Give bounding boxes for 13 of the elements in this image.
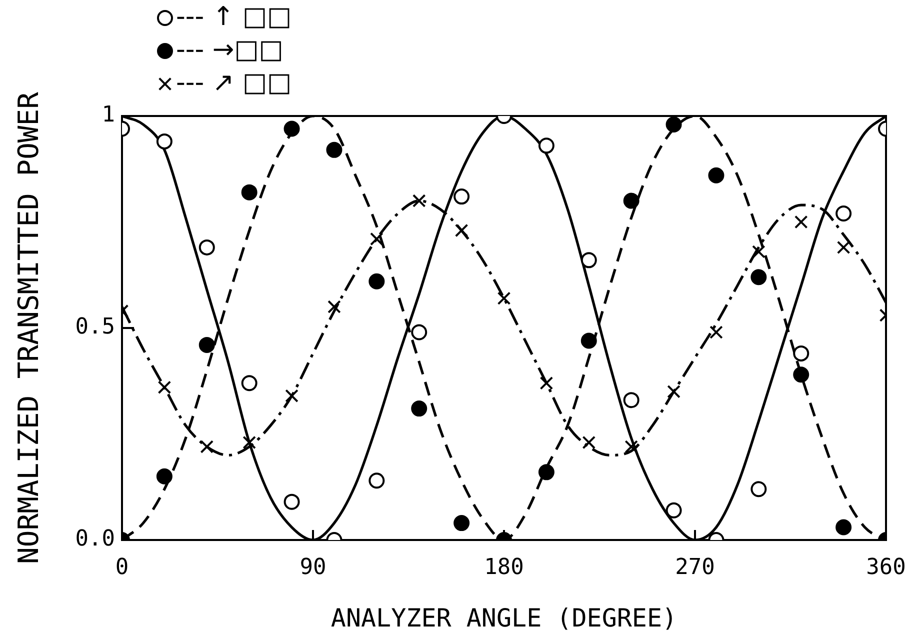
x-tick-label: 0 [115,554,129,580]
x-tick-label: 360 [866,554,906,580]
y-tick-label: 0.0 [75,526,115,552]
x-tick-label: 270 [675,554,715,580]
x-axis-title: ANALYZER ANGLE (DEGREE) [330,604,678,632]
legend-label: --- ↗ □□ [176,68,292,98]
legend-label: --- →□□ [176,34,284,65]
x-tick-label: 180 [484,554,524,580]
y-axis-title: NORMALIZED TRANSMITTED POWER [12,92,46,564]
y-tick-label: 0.5 [75,314,115,340]
x-tick-label: 90 [300,554,326,580]
y-tick-label: 1 [102,102,115,128]
legend-label: --- ↑ □□ [176,2,292,32]
